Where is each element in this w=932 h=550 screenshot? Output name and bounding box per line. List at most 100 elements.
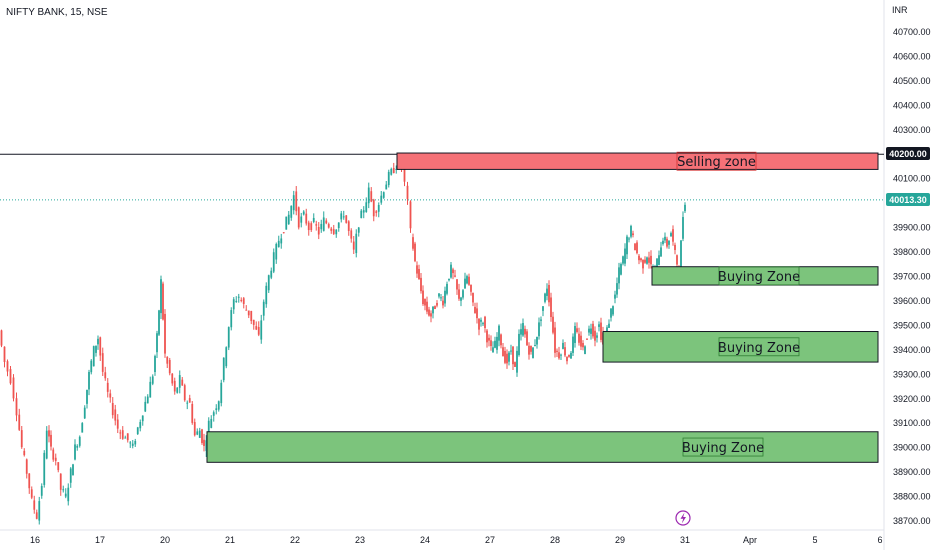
candle [232, 297, 235, 314]
candle [532, 347, 534, 359]
last-price-label: 40013.30 [889, 195, 927, 205]
candle [444, 286, 446, 307]
candle [568, 354, 570, 358]
buying-zone-box[interactable] [206, 431, 879, 463]
candle [550, 292, 552, 322]
candle [680, 239, 682, 269]
candle [30, 486, 33, 500]
candle [580, 331, 582, 351]
candle [337, 222, 340, 232]
candle [267, 274, 270, 293]
candle [50, 430, 52, 451]
candle [121, 426, 124, 440]
candle [35, 509, 38, 520]
candle [335, 229, 338, 238]
candle [119, 429, 122, 440]
candle [570, 350, 572, 359]
candle [616, 277, 618, 298]
candle [164, 309, 166, 358]
candle [33, 495, 36, 514]
candle [488, 334, 490, 347]
candle [526, 329, 528, 346]
candle [424, 298, 426, 311]
candle [312, 213, 315, 224]
candle [572, 333, 574, 357]
candle [181, 376, 184, 386]
zone-label: Buying Zone [682, 441, 764, 456]
candle [500, 333, 502, 349]
candle [472, 292, 474, 307]
candle [12, 374, 15, 402]
candle [648, 251, 650, 269]
candle [395, 165, 398, 174]
candle [285, 216, 288, 230]
y-tick-label: 39200.00 [893, 394, 931, 404]
candle [201, 428, 203, 445]
candle [160, 275, 162, 319]
zone-label: Buying Zone [718, 270, 800, 285]
candle [40, 483, 43, 499]
y-tick-label: 40400.00 [893, 100, 931, 110]
candle [101, 347, 104, 377]
candle [109, 389, 112, 403]
candle [644, 256, 646, 264]
candle [492, 341, 494, 353]
candle [92, 345, 95, 367]
event-lightning-icon[interactable] [675, 510, 691, 526]
candle [222, 357, 225, 383]
y-tick-label: 39400.00 [893, 345, 931, 355]
selling-zone-box[interactable] [396, 152, 879, 170]
candle [242, 296, 245, 309]
x-tick-label: 21 [225, 535, 235, 545]
candle [422, 285, 424, 306]
candle [166, 356, 169, 369]
y-tick-label: 40500.00 [893, 76, 931, 86]
candle [215, 404, 218, 415]
candle [272, 248, 275, 274]
candle [409, 200, 412, 233]
candle [474, 302, 476, 314]
candle [460, 296, 462, 307]
candle [372, 198, 375, 222]
candle [458, 283, 460, 301]
candle [310, 221, 313, 232]
candle [227, 326, 230, 351]
candle [193, 418, 196, 437]
candle [154, 354, 156, 376]
candle [198, 427, 201, 438]
candle [0, 329, 3, 348]
candle [342, 210, 345, 220]
candle [482, 321, 484, 326]
candle [90, 359, 93, 375]
candle [23, 448, 26, 457]
candle [54, 453, 57, 466]
candle [676, 254, 678, 268]
candle [476, 302, 478, 324]
x-tick-label: 27 [485, 535, 495, 545]
candle [480, 317, 482, 327]
candle [558, 346, 560, 360]
candle [626, 234, 628, 259]
candle [43, 450, 46, 488]
candle [325, 218, 328, 225]
candle [502, 343, 504, 357]
x-tick-label: 20 [160, 535, 170, 545]
candle [97, 335, 99, 350]
candle [546, 283, 548, 301]
candle [88, 369, 90, 396]
candle [45, 426, 48, 460]
candle [48, 425, 50, 443]
candle [64, 488, 67, 499]
x-tick-label: 16 [30, 535, 40, 545]
candle [78, 435, 81, 448]
zone-label-box [682, 437, 764, 457]
candle [426, 296, 428, 315]
candle [628, 236, 630, 243]
buying-zone-box[interactable] [602, 331, 879, 363]
candle [74, 439, 76, 461]
chart-title: NIFTY BANK, 15, NSE [6, 7, 108, 18]
candle [430, 310, 432, 323]
candle [562, 339, 564, 350]
candle [144, 396, 147, 413]
